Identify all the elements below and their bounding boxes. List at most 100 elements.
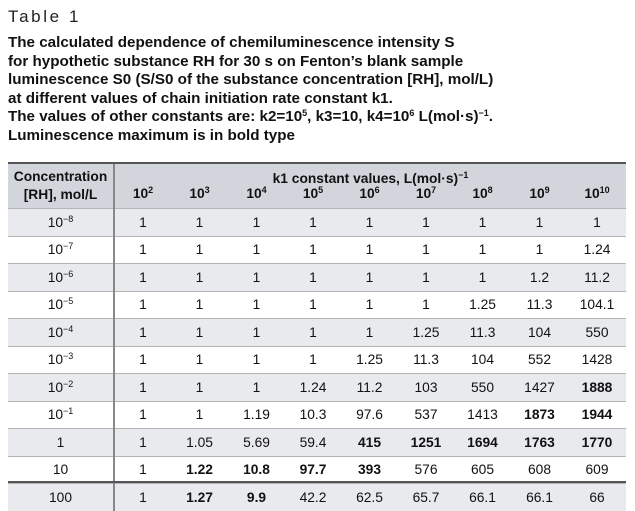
value-cell: 605	[454, 455, 511, 484]
k1-column-exponent: 9	[544, 185, 550, 195]
value-cell: 97.6	[341, 400, 398, 429]
value-cell: 1	[114, 263, 171, 291]
value-cell: 1413	[454, 400, 511, 429]
caption-constants-k2: The values of other constants are: k2=10	[8, 108, 303, 126]
value-cell: 59.4	[285, 428, 341, 456]
data-table: Concentration [RH], mol/L k1 constant va…	[8, 164, 626, 511]
concentration-exponent: −6	[63, 268, 74, 279]
caption-line-2: for hypothetic substance RH for 30 s on …	[8, 52, 464, 70]
value-cell: 103	[398, 373, 454, 401]
concentration-cell: 10−1	[8, 400, 115, 429]
k1-column-header: 104	[228, 186, 285, 209]
value-cell: 1	[114, 345, 171, 374]
document-page: Table 1 The calculated dependence of che…	[8, 7, 628, 511]
concentration-cell: 10−3	[8, 345, 115, 374]
table-bottom-rule	[8, 481, 626, 483]
k1-column-exponent: 4	[261, 185, 267, 195]
value-cell: 1	[171, 373, 228, 401]
value-cell: 11.3	[398, 345, 454, 374]
value-cell: 1	[171, 345, 228, 374]
table-row: 10 1 1.22 10.8 97.7 393 576 605 608 609	[8, 455, 626, 484]
table-body: 10−8 1 1 1 1 1 1 1 1 1 10−7 1 1 1 1 1 1 1 1 1.24 10−6 1 1 1 1 1 1 1…	[8, 208, 626, 511]
concentration-exponent: −1	[63, 406, 74, 417]
value-cell: 1.24	[285, 373, 341, 401]
concentration-header-line-1: Concentration	[13, 169, 108, 184]
k1-column-base: 10	[132, 186, 149, 201]
value-cell: 1	[398, 290, 454, 319]
value-cell: 1	[114, 290, 171, 319]
concentration-cell: 10−4	[8, 318, 115, 346]
value-cell: 1251	[398, 428, 454, 456]
k1-column-header: 106	[341, 186, 398, 209]
concentration-cell: 1	[8, 428, 115, 456]
concentration-exponent: −5	[63, 296, 74, 307]
k1-column-base: 10	[472, 186, 488, 201]
value-cell: 1.19	[228, 400, 285, 429]
table-label: Table 1	[8, 7, 82, 26]
table-row: 10−1 1 1 1.19 10.3 97.6 537 1413 1873 1944	[8, 400, 626, 429]
value-cell: 11.2	[341, 373, 398, 401]
k1-column-exponent: 10	[599, 185, 610, 195]
caption-line-5: The values of other constants are: k2=10…	[8, 108, 628, 127]
caption-line-1: The calculated dependence of chemilumine…	[8, 34, 455, 51]
k1-column-base: 10	[302, 186, 319, 201]
value-cell: 1694	[454, 428, 511, 456]
value-cell: 66.1	[511, 483, 568, 511]
k1-column-base: 10	[415, 186, 432, 201]
k1-column-exponent: 6	[374, 185, 380, 195]
k1-column-header: 109	[511, 186, 568, 209]
value-cell: 1	[171, 208, 228, 236]
table-row: 10−8 1 1 1 1 1 1 1 1 1	[8, 208, 626, 236]
value-cell: 1	[171, 400, 228, 429]
value-cell: 1	[285, 208, 341, 236]
value-cell: 1	[285, 290, 341, 319]
concentration-cell: 10	[8, 455, 115, 484]
value-cell: 1.25	[454, 290, 511, 319]
concentration-base: 10	[52, 462, 69, 478]
value-cell: 1	[171, 290, 228, 319]
k1-group-header: k1 constant values, L(mol·s)−1	[114, 164, 626, 186]
concentration-exponent: −4	[63, 323, 74, 334]
concentration-base: 10	[47, 352, 64, 368]
table-row: 100 1 1.27 9.9 42.2 62.5 65.7 66.1 66.1 66	[8, 483, 626, 511]
value-cell: 1	[228, 290, 285, 319]
value-cell: 1	[398, 263, 454, 291]
concentration-base: 100	[48, 489, 73, 505]
caption-line-4: at different values of chain initiation …	[8, 89, 393, 107]
value-cell: 1.27	[171, 483, 228, 511]
value-cell: 97.7	[285, 455, 341, 484]
value-cell: 1	[511, 235, 568, 264]
value-cell: 537	[398, 400, 454, 429]
k1-column-header: 102	[114, 186, 171, 209]
value-cell: 576	[398, 455, 454, 484]
value-cell: 1.24	[568, 235, 626, 264]
value-cell: 1	[285, 345, 341, 374]
value-cell: 1888	[568, 373, 626, 401]
value-cell: 1	[114, 455, 171, 484]
k1-column-exponent: 8	[487, 185, 493, 195]
value-cell: 1	[228, 345, 285, 374]
k1-exponent-row: 102 103 104 105 106 107 108 109 1010	[8, 186, 626, 209]
value-cell: 1	[285, 263, 341, 291]
k1-column-exponent: 5	[318, 185, 324, 195]
k1-column-base: 10	[246, 186, 262, 201]
value-cell: 66.1	[454, 483, 511, 511]
value-cell: 1	[228, 263, 285, 291]
table-row: 10−4 1 1 1 1 1 1.25 11.3 104 550	[8, 318, 626, 346]
value-cell: 1	[171, 318, 228, 346]
value-cell: 9.9	[228, 483, 285, 511]
value-cell: 1	[454, 235, 511, 264]
caption-period: .	[488, 108, 494, 126]
value-cell: 1.05	[171, 428, 228, 456]
table-row: 10−6 1 1 1 1 1 1 1 1.2 11.2	[8, 263, 626, 291]
concentration-exponent: −7	[63, 241, 74, 252]
value-cell: 10.8	[228, 455, 285, 484]
k1-column-base: 10	[529, 186, 545, 201]
value-cell: 1	[285, 235, 341, 264]
table-row: 10−2 1 1 1 1.24 11.2 103 550 1427 1888	[8, 373, 626, 401]
value-cell: 1	[398, 208, 454, 236]
value-cell: 104	[454, 345, 511, 374]
concentration-base: 10	[47, 407, 64, 423]
value-cell: 608	[511, 455, 568, 484]
concentration-cell: 100	[8, 483, 115, 511]
